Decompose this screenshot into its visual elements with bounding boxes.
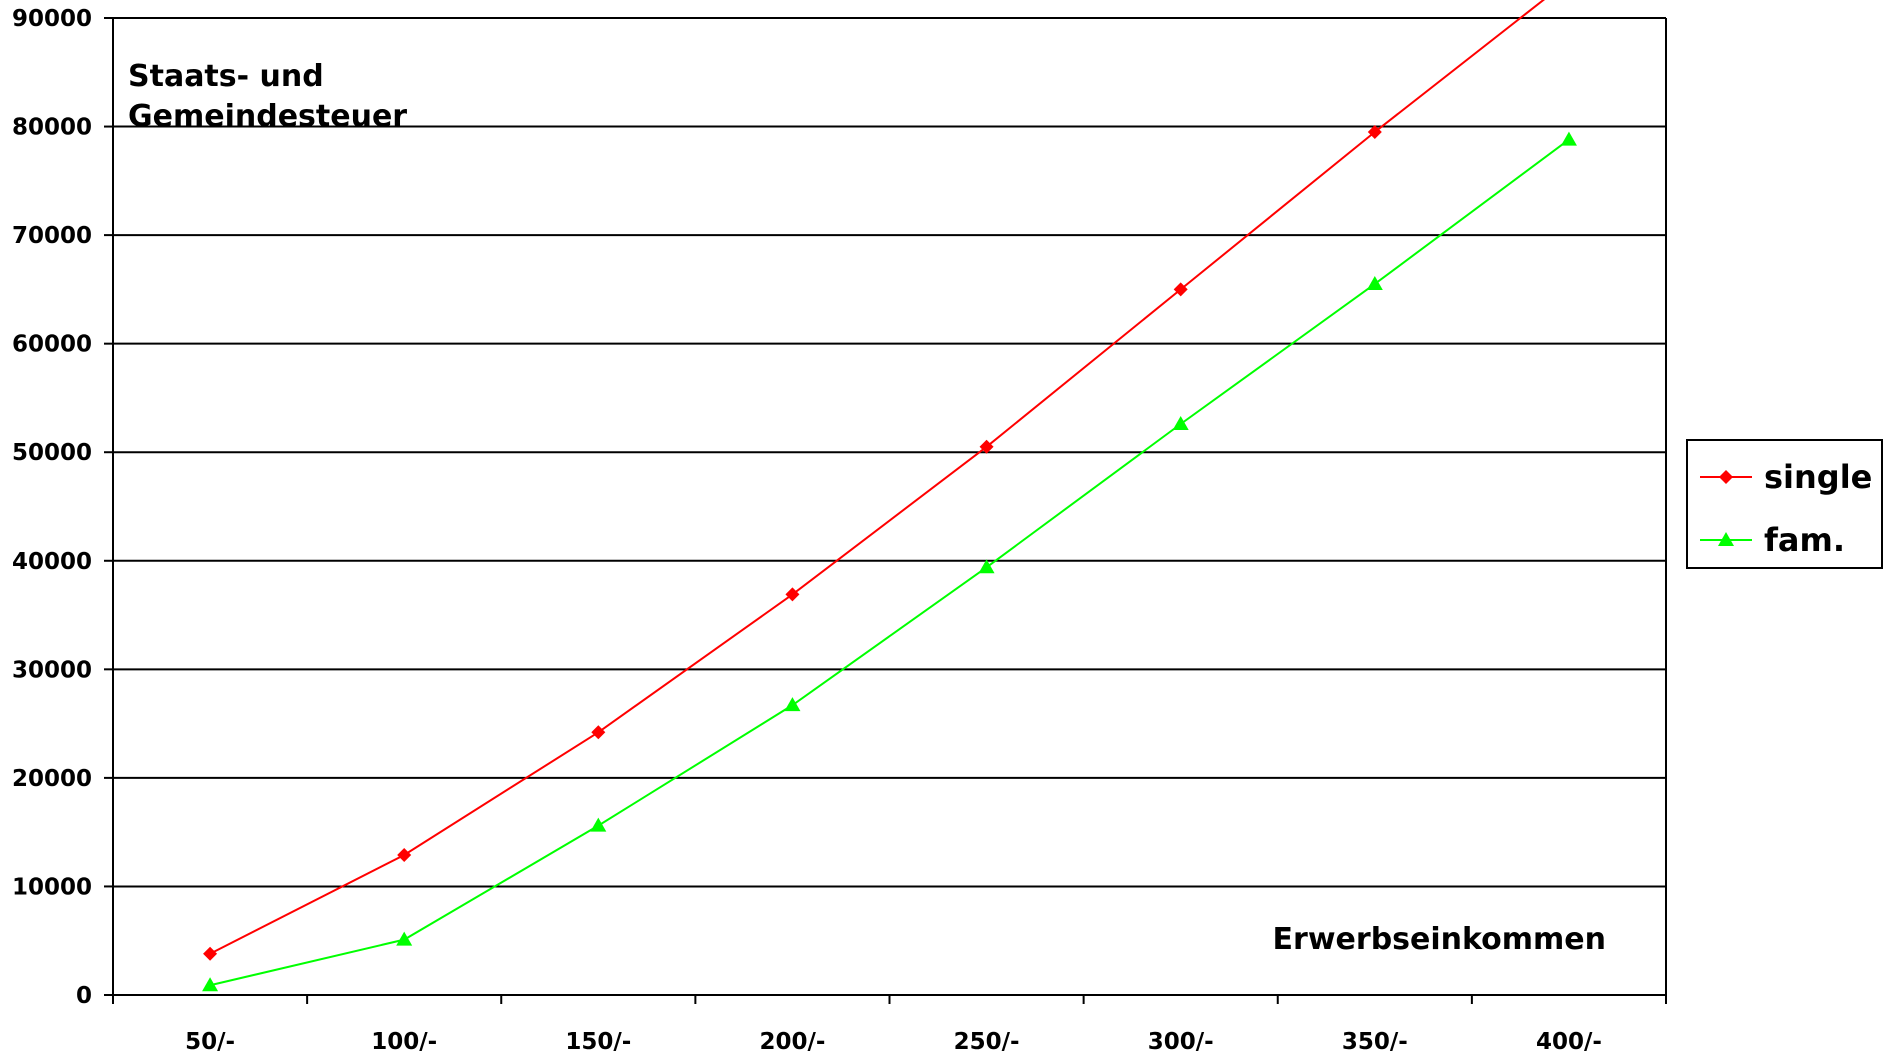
data-point [1173, 282, 1188, 297]
data-point [784, 697, 801, 712]
x-tick-label: 300/- [1148, 1029, 1214, 1055]
data-point [978, 559, 995, 574]
legend: single fam. [1686, 439, 1883, 569]
y-tick-label: 10000 [12, 874, 92, 900]
data-point [1366, 275, 1383, 290]
series-0 [203, 0, 1546, 961]
data-point [1172, 415, 1189, 430]
data-point [979, 439, 994, 454]
legend-item-0: single [1700, 458, 1872, 496]
data-point [785, 587, 800, 602]
series-line [209, 138, 1570, 987]
series-1 [202, 131, 1577, 992]
y-axis-title-line-2: Gemeindesteuer [128, 99, 407, 134]
y-tick-label: 60000 [12, 332, 92, 358]
axes [104, 17, 1667, 1004]
data-point [1560, 131, 1577, 146]
legend-marker [1719, 470, 1733, 484]
legend-item-1: fam. [1700, 521, 1845, 559]
y-tick-label: 50000 [12, 440, 92, 466]
y-tick-label: 40000 [12, 549, 92, 575]
y-tick-label: 80000 [12, 115, 92, 141]
x-axis-title: Erwerbseinkommen [1273, 922, 1606, 957]
x-tick-labels: 50/- 100/- 150/- 200/- 250/- 300/- 350/- 400/- [185, 1029, 1602, 1055]
y-axis-title: Staats- und Gemeindesteuer [128, 59, 407, 134]
x-tick-label: 350/- [1342, 1029, 1408, 1055]
x-tick-label: 250/- [954, 1029, 1020, 1055]
gridlines [113, 17, 1666, 888]
y-tick-label: 20000 [12, 766, 92, 792]
y-axis-title-line-1: Staats- und [128, 59, 324, 94]
data-point [202, 977, 219, 992]
y-tick-label: 30000 [12, 657, 92, 683]
data-point [591, 725, 606, 740]
data-point [396, 931, 413, 946]
data-point [397, 847, 412, 862]
legend-label: single [1764, 458, 1872, 496]
data-point [590, 817, 607, 832]
y-tick-labels: 0 10000 20000 30000 40000 50000 60000 70000 8000… [12, 6, 92, 1009]
legend-box [1686, 439, 1883, 569]
data-point [1367, 124, 1382, 139]
y-tick-label: 90000 [12, 6, 92, 32]
x-tick-label: 100/- [371, 1029, 437, 1055]
series-lines [202, 0, 1577, 992]
legend-marker [1718, 532, 1734, 546]
x-tick-label: 400/- [1536, 1029, 1602, 1055]
x-tick-label: 200/- [759, 1029, 825, 1055]
x-tick-label: 50/- [185, 1029, 235, 1055]
legend-items: single fam. [1700, 458, 1872, 559]
data-point [203, 946, 218, 961]
x-tick-label: 150/- [565, 1029, 631, 1055]
series-line [209, 0, 1546, 955]
legend-label: fam. [1764, 521, 1845, 559]
y-tick-label: 70000 [12, 223, 92, 249]
y-tick-label: 0 [76, 983, 92, 1009]
